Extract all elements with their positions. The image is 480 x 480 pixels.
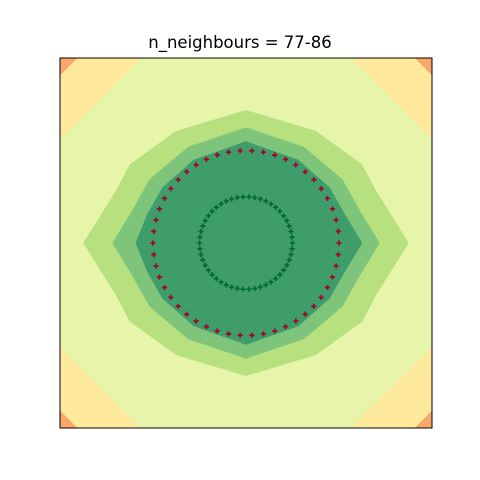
contour-layer [60, 58, 432, 428]
